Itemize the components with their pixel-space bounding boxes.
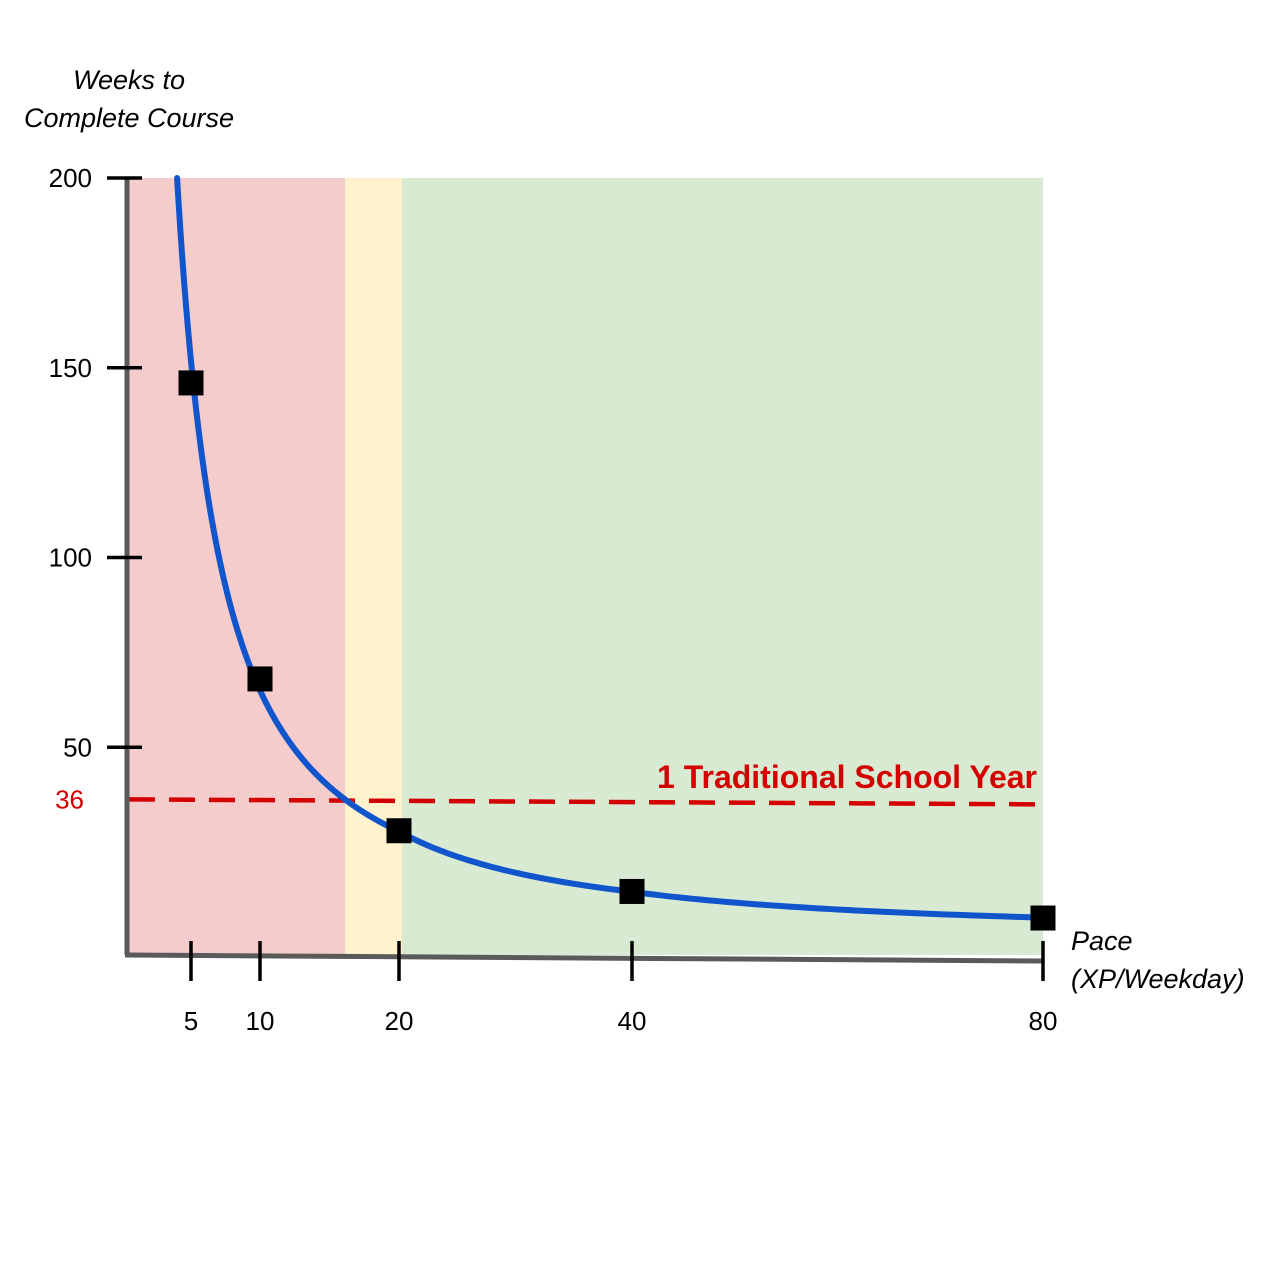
axis-titles: Weeks to Complete Course Pace (XP/Weekda… (24, 65, 1245, 994)
x-axis-line (124, 952, 1044, 964)
data-point-x10 (247, 666, 273, 692)
school-year-reference-value: 36 (55, 784, 84, 814)
y-tick-label-200: 200 (49, 163, 92, 193)
data-point-x80 (1030, 905, 1056, 931)
series-group (174, 175, 1056, 931)
pace-regions (127, 178, 1043, 955)
data-point-x20 (386, 818, 412, 844)
x-axis-title-line1: Pace (1071, 926, 1133, 956)
region-green-fast-pace (402, 178, 1043, 955)
y-axis-title-line2: Complete Course (24, 103, 234, 133)
x-tick-label-5: 5 (184, 1006, 198, 1036)
y-tick-label-100: 100 (49, 543, 92, 573)
x-tick-label-80: 80 (1029, 1006, 1058, 1036)
region-red-slow-pace (127, 178, 345, 955)
data-point-x40 (619, 878, 645, 904)
school-year-reference-line (128, 797, 1047, 807)
x-axis-title-line2: (XP/Weekday) (1071, 964, 1245, 994)
series-curve-0 (174, 175, 1046, 921)
x-tick-label-20: 20 (385, 1006, 414, 1036)
school-year-reference-label: 1 Traditional School Year (657, 759, 1037, 795)
data-point-x5 (178, 370, 204, 396)
y-tick-label-150: 150 (49, 353, 92, 383)
tick-marks: 50 100 150 200 5 10 20 40 80 (49, 163, 1058, 1036)
x-tick-label-40: 40 (618, 1006, 647, 1036)
y-tick-label-50: 50 (63, 732, 92, 762)
y-axis-title-line1: Weeks to (73, 65, 185, 95)
reference-line-group: 1 Traditional School Year 36 (55, 759, 1047, 814)
axes (124, 178, 1044, 964)
x-tick-label-10: 10 (246, 1006, 275, 1036)
